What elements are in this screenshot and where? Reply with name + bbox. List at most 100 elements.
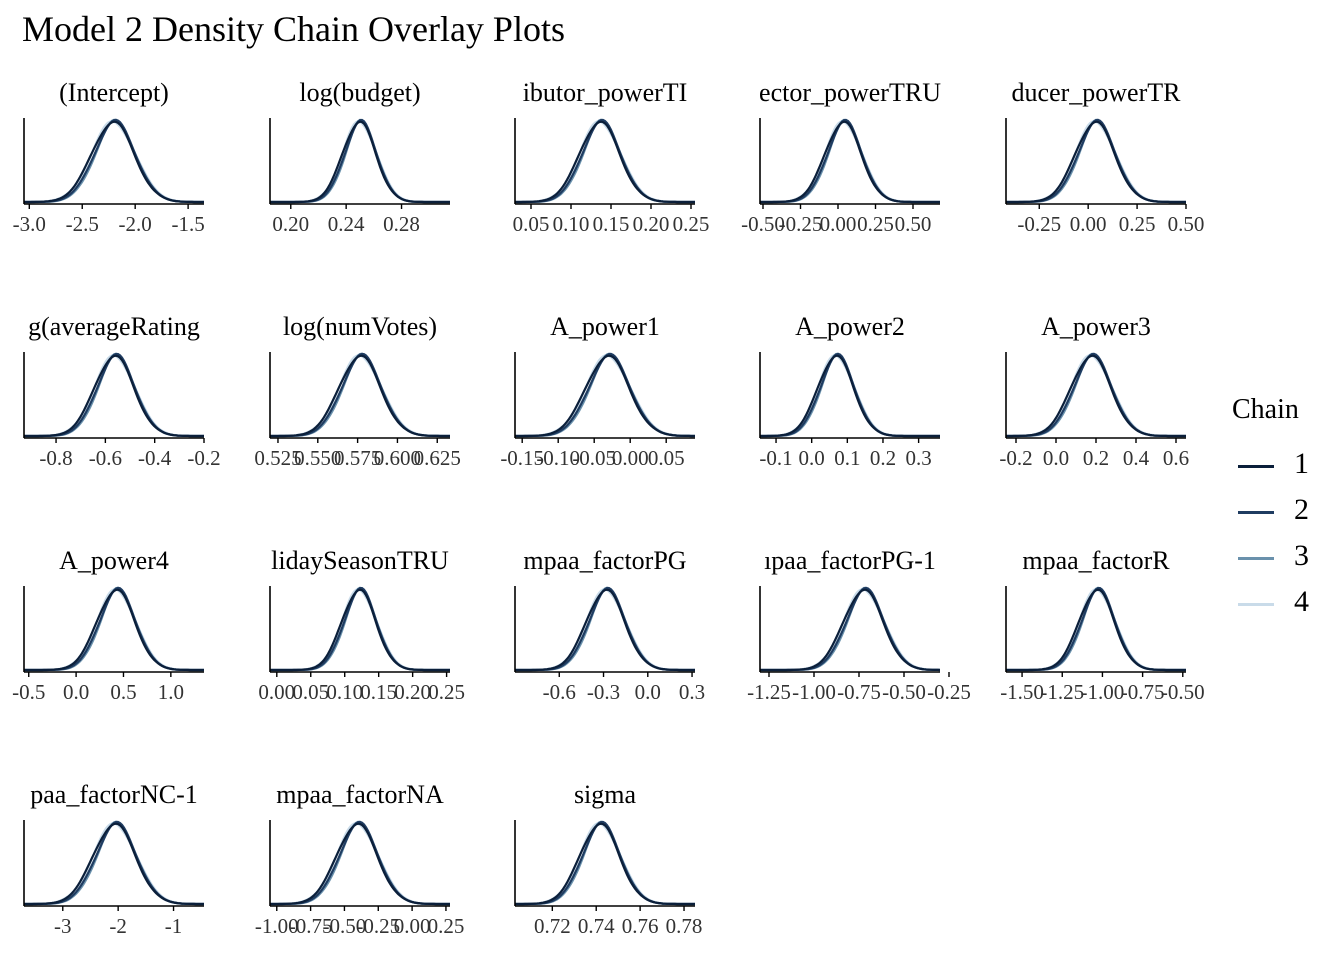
chain-2-density — [760, 118, 940, 204]
chain-3-density — [515, 820, 695, 906]
chain-1-density — [270, 822, 450, 906]
density-panel: (Intercept) -3.0 -2.5 -2.0 -1.5 — [13, 78, 205, 236]
chain-2-density — [1006, 587, 1186, 672]
chain-2-density — [270, 352, 450, 438]
chain-4-density — [24, 588, 204, 672]
x-tick-label: -0.4 — [138, 446, 172, 470]
chain-3-density — [24, 586, 204, 672]
x-tick-label: -0.25 — [779, 212, 823, 236]
x-tick-label: -0.75 — [837, 680, 881, 704]
x-tick-label: 0.575 — [334, 446, 381, 470]
chain-1-density — [760, 120, 940, 204]
x-tick-label: -1.25 — [1040, 680, 1084, 704]
x-tick-label: -0.8 — [39, 446, 72, 470]
x-tick-label: 0.0 — [63, 680, 89, 704]
x-tick-label: 0.20 — [394, 680, 431, 704]
chain-2-density — [515, 586, 695, 672]
x-tick-label: -0.2 — [999, 446, 1032, 470]
legend-swatch-1 — [1238, 465, 1274, 468]
density-panel: A_power1 -0.15-0.10-0.050.00 0.05 — [500, 312, 695, 470]
panel-label: ibutor_powerTI — [523, 78, 688, 107]
x-tick-label: 0.2 — [870, 446, 896, 470]
density-panel: lidaySeasonTRU 0.000.050.100.150.200.25 — [258, 546, 465, 704]
density-panel: mpaa_factorR -1.50-1.25-1.00-0.75-0.50 — [1000, 546, 1204, 704]
panel-label: mpaa_factorR — [1022, 546, 1170, 575]
x-tick-label: -1.00 — [792, 680, 836, 704]
legend-swatch-3 — [1238, 557, 1274, 560]
panel-label: log(numVotes) — [283, 312, 437, 341]
chain-2-density — [270, 118, 450, 204]
chain-3-density — [760, 586, 940, 672]
x-tick-label: 0.6 — [1163, 446, 1189, 470]
x-tick-label: 0.76 — [622, 914, 659, 938]
panel-label: A_power2 — [795, 312, 905, 341]
x-tick-label: -1 — [165, 914, 183, 938]
chain-4-density — [270, 354, 450, 438]
x-tick-label: -0.75 — [1121, 680, 1165, 704]
chain-2-density — [270, 587, 450, 672]
chain-3-density — [515, 586, 695, 672]
x-tick-label: 0.00 — [612, 446, 649, 470]
chain-4-density — [515, 354, 695, 438]
panel-label: lidaySeasonTRU — [271, 546, 449, 575]
density-panel: paa_factorNC-1 -3 -2 -1 — [23, 780, 204, 938]
x-tick-label: 0.72 — [534, 914, 571, 938]
x-tick-label: 0.50 — [895, 212, 932, 236]
density-panel: ector_powerTRU -0.50-0.250.00 0.25 0.50 — [741, 78, 941, 236]
chain-3-density — [1006, 118, 1186, 204]
x-tick-label: 0.5 — [110, 680, 136, 704]
x-tick-label: -2.5 — [66, 212, 99, 236]
x-tick-label: 0.0 — [799, 446, 825, 470]
x-tick-label: -0.3 — [587, 680, 620, 704]
density-panel: ıpaa_factorPG-1 -1.25 -1.00 -0.75 -0.50 -0.25 — [747, 546, 971, 704]
panel-label: A_power1 — [550, 312, 660, 341]
chain-3-density — [270, 352, 450, 438]
x-tick-label: 0.25 — [673, 212, 710, 236]
x-tick-label: 0.50 — [1168, 212, 1205, 236]
chain-4-density — [1006, 354, 1186, 438]
chain-4-density — [515, 120, 695, 204]
x-tick-label: 0.2 — [1083, 446, 1109, 470]
density-panel: g(averageRating -0.8 -0.6 -0.4 -0.2 — [23, 312, 221, 470]
chain-3-density — [24, 118, 204, 204]
chain-2-density — [515, 118, 695, 204]
x-tick-label: 0.00 — [820, 212, 857, 236]
chain-1-density — [24, 822, 204, 906]
chain-3-density — [1006, 352, 1186, 438]
chain-1-density — [515, 588, 695, 672]
chain-3-density — [760, 118, 940, 204]
x-tick-label: 0.25 — [428, 914, 465, 938]
x-tick-label: 0.74 — [578, 914, 615, 938]
legend-swatch-4 — [1238, 603, 1274, 606]
x-tick-label: -1.00 — [1081, 680, 1125, 704]
x-tick-label: 0.625 — [414, 446, 461, 470]
x-tick-label: -2.0 — [119, 212, 152, 236]
x-tick-label: 0.10 — [326, 680, 363, 704]
x-tick-label: 0.25 — [428, 680, 465, 704]
x-tick-label: 0.4 — [1123, 446, 1150, 470]
x-tick-label: 0.15 — [360, 680, 397, 704]
chain-3-density — [515, 118, 695, 204]
panel-label: sigma — [574, 780, 637, 809]
density-panel: ibutor_powerTI 0.05 0.10 0.15 0.20 0.25 — [513, 78, 710, 236]
x-tick-label: 0.78 — [666, 914, 703, 938]
chain-2-density — [24, 352, 204, 438]
x-tick-label: -3 — [54, 914, 72, 938]
x-tick-label: -1.50 — [1000, 680, 1044, 704]
panel-label: mpaa_factorPG — [523, 546, 686, 575]
chain-3-density — [1006, 586, 1186, 672]
chain-4-density — [24, 822, 204, 906]
chain-4-density — [24, 120, 204, 204]
x-tick-label: 0.3 — [679, 680, 705, 704]
x-tick-label: 0.05 — [513, 212, 550, 236]
chain-4-density — [270, 588, 450, 672]
chart-title: Model 2 Density Chain Overlay Plots — [22, 9, 565, 49]
chain-2-density — [1006, 352, 1186, 438]
x-tick-label: -2 — [109, 914, 127, 938]
x-tick-label: -0.50 — [323, 914, 367, 938]
x-tick-label: 0.0 — [635, 680, 661, 704]
panel-label: paa_factorNC-1 — [30, 780, 197, 809]
x-tick-label: 0.25 — [1119, 212, 1156, 236]
chain-2-density — [24, 586, 204, 672]
